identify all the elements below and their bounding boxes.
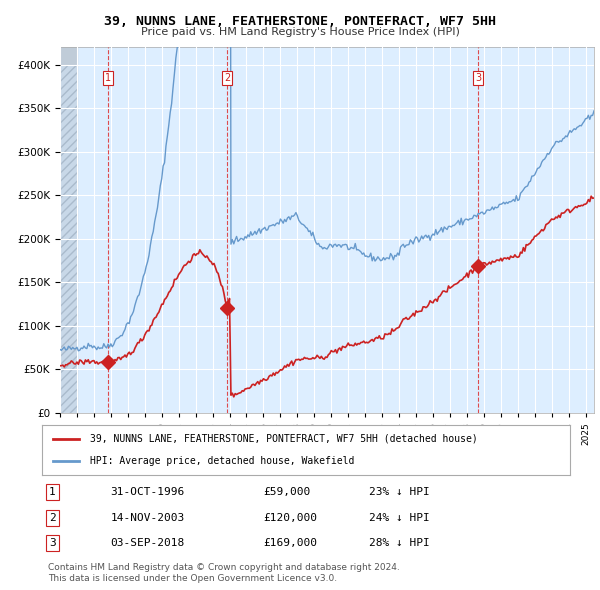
Text: Price paid vs. HM Land Registry's House Price Index (HPI): Price paid vs. HM Land Registry's House … xyxy=(140,27,460,37)
Text: 14-NOV-2003: 14-NOV-2003 xyxy=(110,513,185,523)
Text: 23% ↓ HPI: 23% ↓ HPI xyxy=(370,487,430,497)
Text: 24% ↓ HPI: 24% ↓ HPI xyxy=(370,513,430,523)
Text: £59,000: £59,000 xyxy=(264,487,311,497)
Text: 1: 1 xyxy=(49,487,56,497)
Text: 2: 2 xyxy=(224,73,230,83)
Text: 03-SEP-2018: 03-SEP-2018 xyxy=(110,538,185,548)
Text: 3: 3 xyxy=(49,538,56,548)
Text: 31-OCT-1996: 31-OCT-1996 xyxy=(110,487,185,497)
Text: £169,000: £169,000 xyxy=(264,538,318,548)
Text: 1: 1 xyxy=(105,73,111,83)
Text: £120,000: £120,000 xyxy=(264,513,318,523)
Bar xyxy=(60,47,77,413)
Text: Contains HM Land Registry data © Crown copyright and database right 2024.
This d: Contains HM Land Registry data © Crown c… xyxy=(48,563,400,583)
Text: 3: 3 xyxy=(475,73,481,83)
Text: 39, NUNNS LANE, FEATHERSTONE, PONTEFRACT, WF7 5HH: 39, NUNNS LANE, FEATHERSTONE, PONTEFRACT… xyxy=(104,15,496,28)
Text: 28% ↓ HPI: 28% ↓ HPI xyxy=(370,538,430,548)
Text: HPI: Average price, detached house, Wakefield: HPI: Average price, detached house, Wake… xyxy=(89,456,354,466)
Bar xyxy=(60,65,77,413)
Text: 2: 2 xyxy=(49,513,56,523)
Text: 39, NUNNS LANE, FEATHERSTONE, PONTEFRACT, WF7 5HH (detached house): 39, NUNNS LANE, FEATHERSTONE, PONTEFRACT… xyxy=(89,434,477,444)
